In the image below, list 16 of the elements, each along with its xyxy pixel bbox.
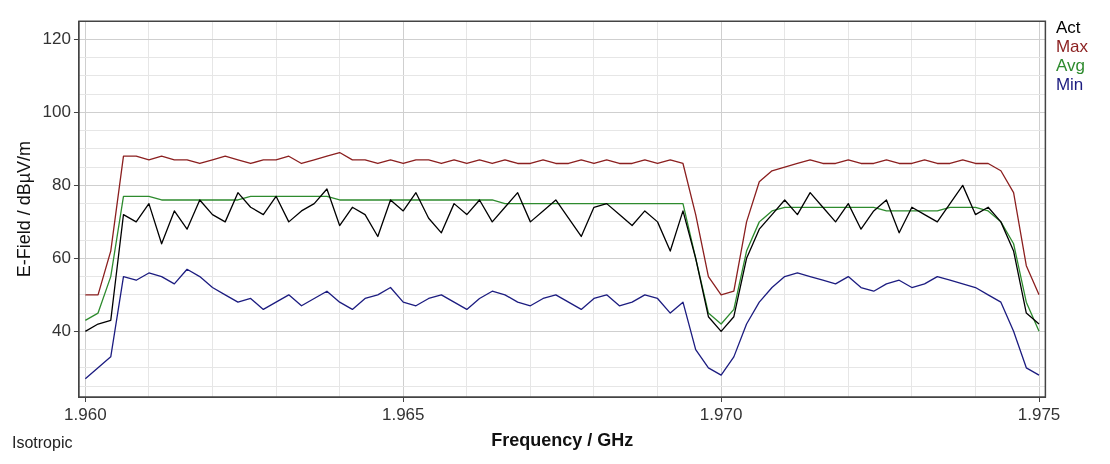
y-tick-label: 60 [52, 248, 71, 268]
text: Isotropic [12, 434, 73, 452]
x-tick-label: 1.970 [699, 404, 743, 424]
y-tick-label: 120 [42, 29, 71, 49]
x-tick-label: 1.975 [1017, 404, 1061, 424]
text: Max [1055, 37, 1089, 57]
y-axis-title: E-Field / dBµV/m [13, 140, 34, 278]
text: Act [1055, 18, 1081, 38]
text: Avg [1055, 56, 1085, 76]
text: Min [1055, 75, 1084, 95]
x-axis-title: Frequency / GHz [491, 430, 634, 451]
y-tick-label: 100 [42, 102, 71, 122]
x-tick-label: 1.965 [381, 404, 425, 424]
x-tick-label: 1.960 [64, 404, 107, 424]
y-tick-label: 80 [52, 175, 71, 195]
y-tick-label: 40 [52, 321, 71, 341]
